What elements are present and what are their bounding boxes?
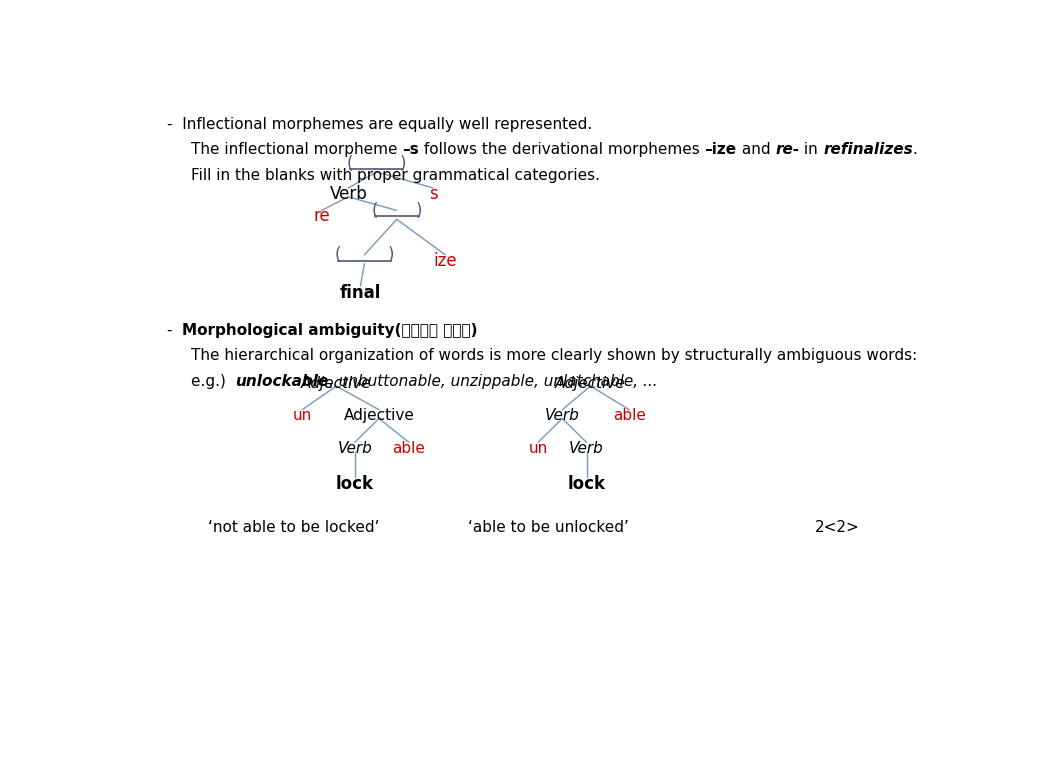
Text: lock: lock	[336, 475, 374, 492]
Text: able: able	[613, 408, 646, 423]
Text: Fill in the blanks with proper grammatical categories.: Fill in the blanks with proper grammatic…	[191, 168, 600, 183]
Text: Adjective: Adjective	[555, 376, 626, 391]
Text: Adjective: Adjective	[344, 408, 415, 423]
Text: ‘able to be unlocked’: ‘able to be unlocked’	[468, 521, 629, 535]
Text: ): )	[388, 247, 394, 264]
Text: -: -	[167, 323, 182, 338]
Text: (: (	[371, 202, 377, 220]
Text: follows the derivational morphemes: follows the derivational morphemes	[419, 142, 704, 157]
Text: un: un	[293, 408, 312, 423]
Text: , unbuttonable, unzippable, unlatchable, ...: , unbuttonable, unzippable, unlatchable,…	[329, 374, 658, 389]
Text: The hierarchical organization of words is more clearly shown by structurally amb: The hierarchical organization of words i…	[191, 348, 917, 363]
Text: Verb: Verb	[569, 442, 604, 456]
Text: refinalizes: refinalizes	[823, 142, 913, 157]
Text: ‘not able to be locked’: ‘not able to be locked’	[208, 521, 380, 535]
Text: lock: lock	[568, 475, 605, 492]
Text: -  Inflectional morphemes are equally well represented.: - Inflectional morphemes are equally wel…	[167, 117, 592, 132]
Text: un: un	[528, 442, 548, 456]
Text: The inflectional morpheme: The inflectional morpheme	[191, 142, 402, 157]
Text: (: (	[336, 247, 342, 264]
Text: ): )	[416, 202, 422, 220]
Text: ): )	[399, 154, 406, 173]
Text: Adjective: Adjective	[301, 376, 372, 391]
Text: .: .	[913, 142, 918, 157]
Text: –ize: –ize	[704, 142, 737, 157]
Text: re-: re-	[775, 142, 799, 157]
Text: 2<2>: 2<2>	[815, 521, 860, 535]
Text: –s: –s	[402, 142, 419, 157]
Text: and: and	[737, 142, 775, 157]
Text: (: (	[347, 154, 353, 173]
Text: in: in	[799, 142, 823, 157]
Text: s: s	[428, 185, 438, 203]
Text: Morphological ambiguity(형태론적 중의성): Morphological ambiguity(형태론적 중의성)	[182, 323, 477, 338]
Text: re: re	[314, 207, 330, 225]
Text: ize: ize	[433, 252, 457, 270]
Text: Verb: Verb	[545, 408, 579, 423]
Text: e.g.): e.g.)	[191, 374, 235, 389]
Text: unlockable: unlockable	[235, 374, 329, 389]
Text: Verb: Verb	[329, 185, 367, 203]
Text: able: able	[393, 442, 425, 456]
Text: Verb: Verb	[338, 442, 372, 456]
Text: final: final	[340, 284, 381, 303]
